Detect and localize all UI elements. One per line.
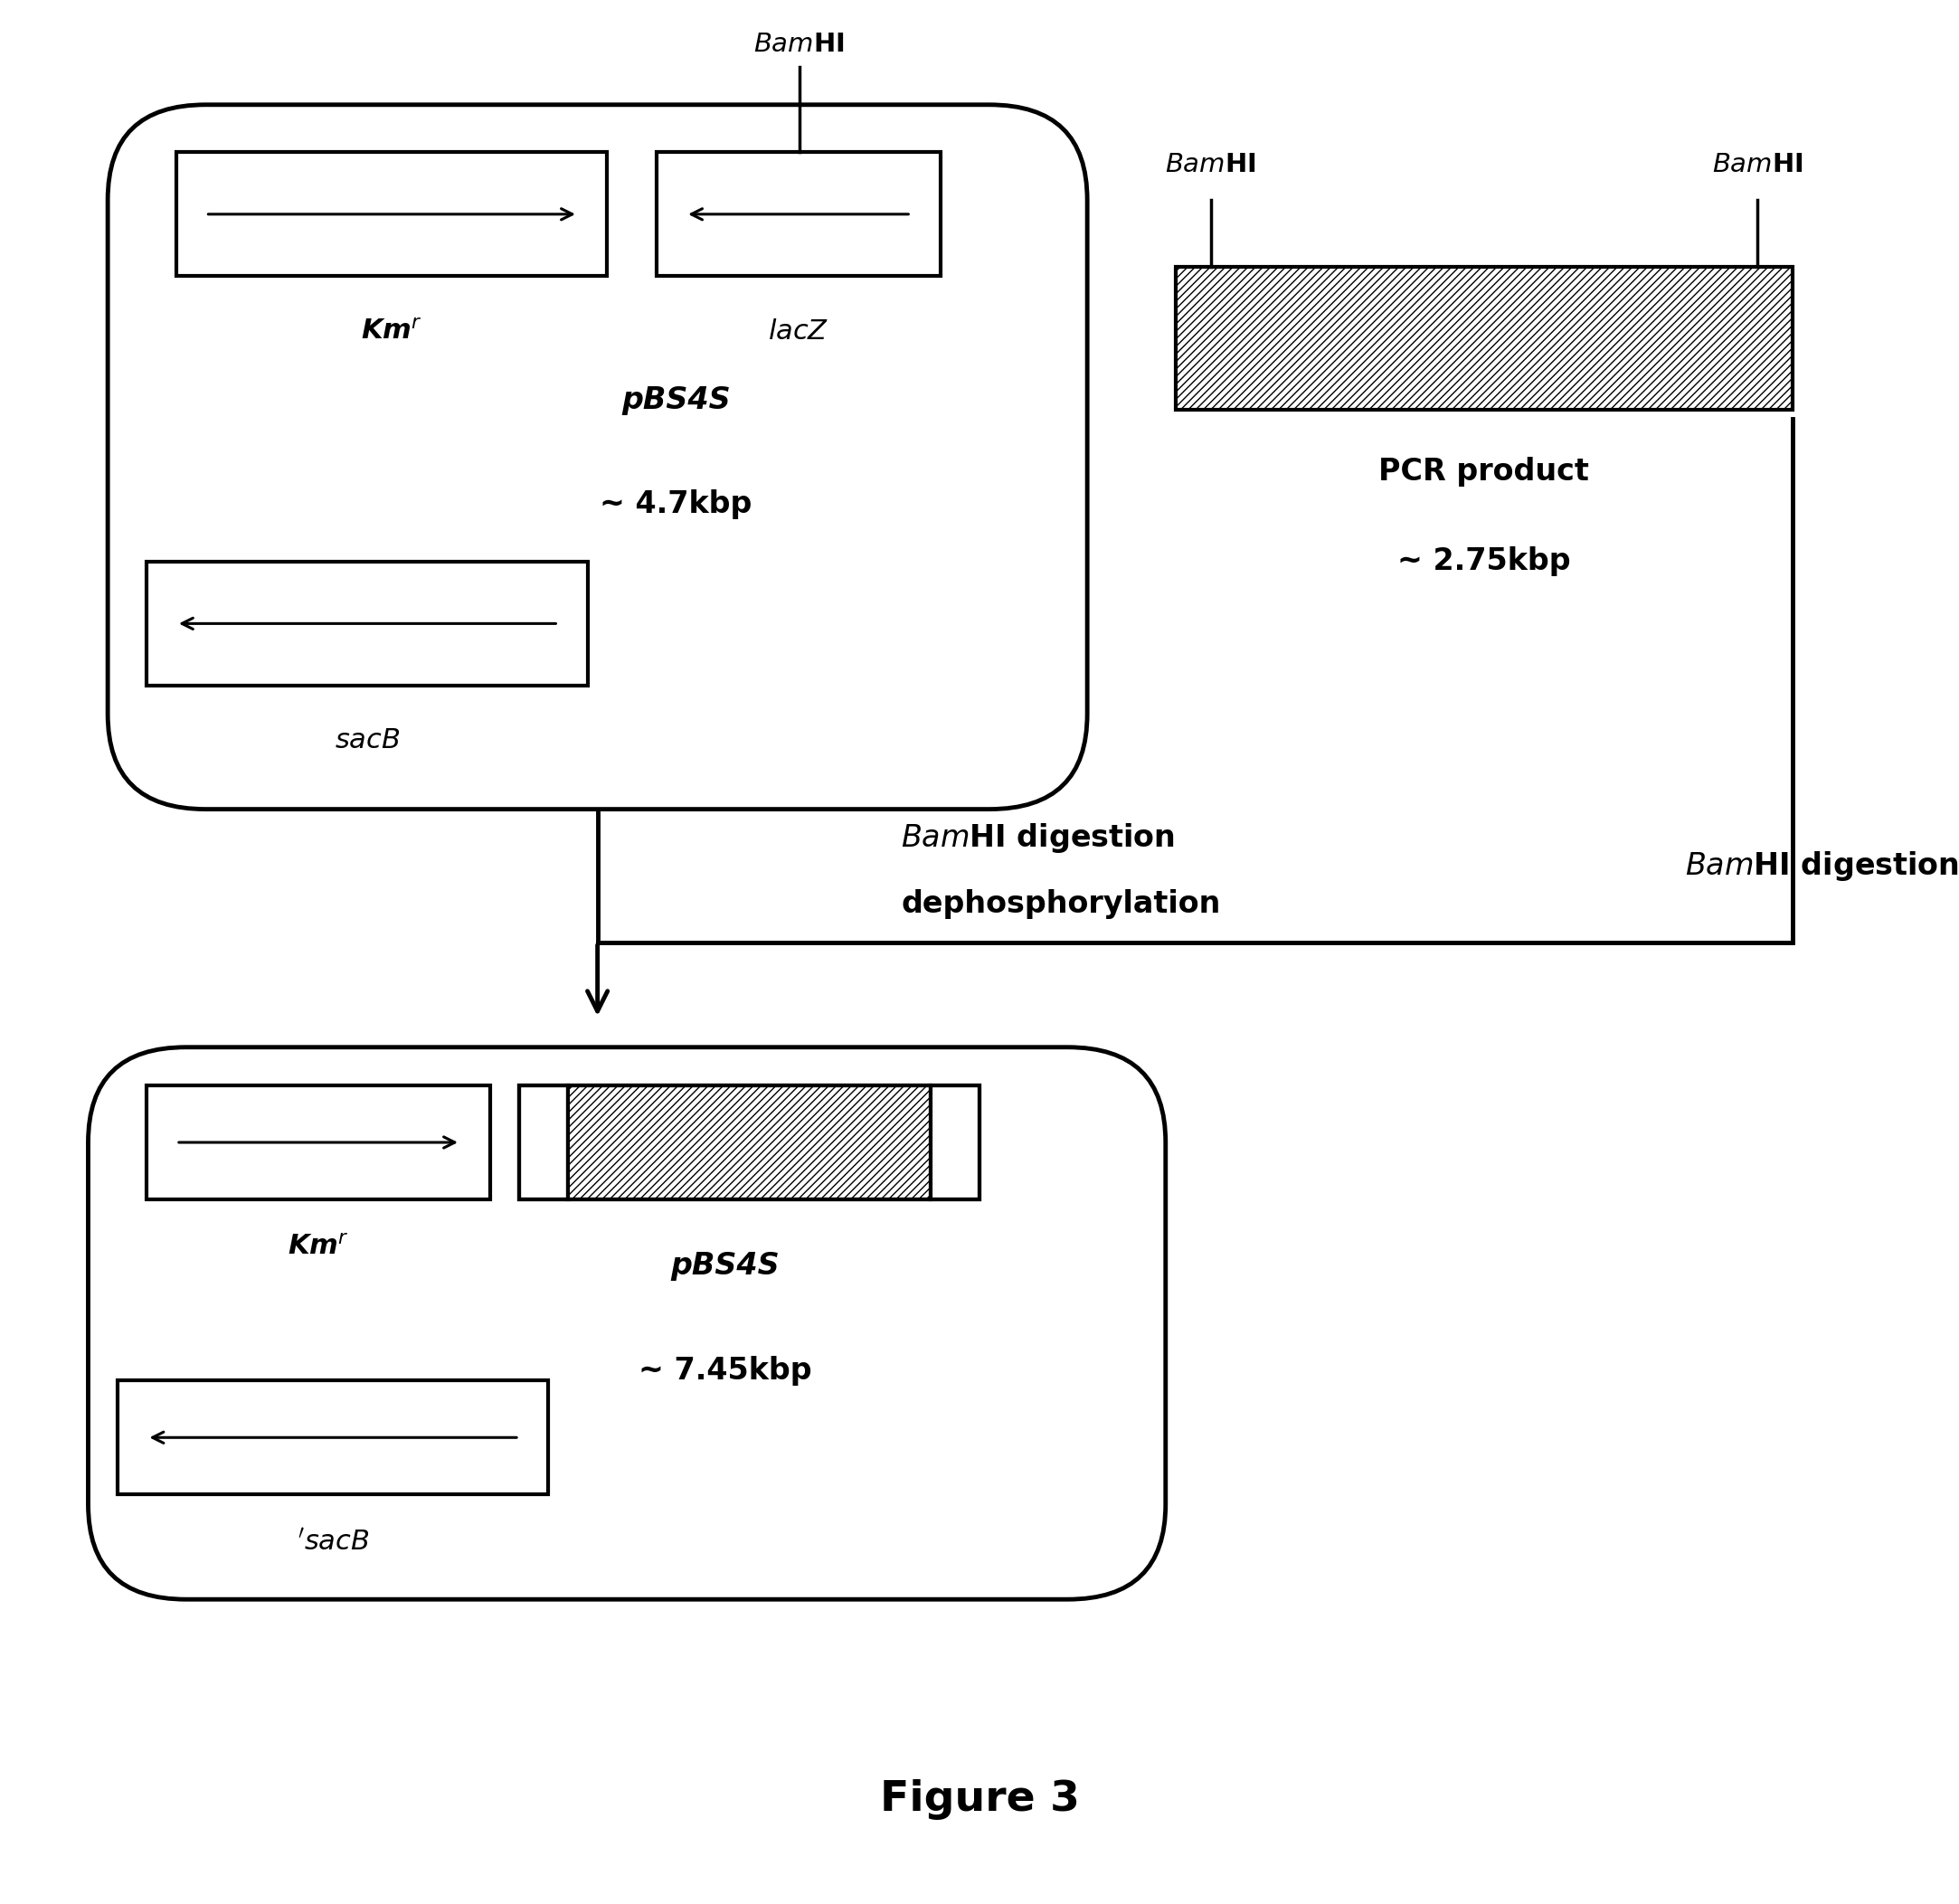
Text: $\it{Bam}$HI: $\it{Bam}$HI: [1166, 152, 1256, 177]
Text: $\it{'sacB}$: $\it{'sacB}$: [298, 1529, 368, 1556]
Text: ~ 4.7kbp: ~ 4.7kbp: [599, 489, 752, 520]
Text: pBS4S: pBS4S: [670, 1251, 780, 1281]
Bar: [519, 1085, 980, 1200]
FancyBboxPatch shape: [88, 1047, 1166, 1599]
Text: $\it{Bam}$HI digestion: $\it{Bam}$HI digestion: [901, 821, 1175, 855]
Text: $\it{lacZ}$: $\it{lacZ}$: [768, 318, 829, 345]
Bar: [147, 1085, 490, 1200]
Text: $\it{Bam}$HI: $\it{Bam}$HI: [1712, 152, 1802, 177]
Text: Km$^r$: Km$^r$: [360, 318, 423, 345]
Text: ~ 2.75kbp: ~ 2.75kbp: [1397, 546, 1571, 577]
Text: ~ 7.45kbp: ~ 7.45kbp: [639, 1356, 811, 1386]
Bar: [519, 1085, 568, 1200]
Bar: [1175, 267, 1792, 409]
Bar: [176, 152, 607, 276]
Text: Km$^r$: Km$^r$: [288, 1234, 349, 1260]
Text: Figure 3: Figure 3: [880, 1778, 1079, 1820]
Bar: [931, 1085, 980, 1200]
Text: $\it{Bam}$HI digestion: $\it{Bam}$HI digestion: [1685, 849, 1959, 883]
Bar: [118, 1380, 549, 1495]
Bar: [568, 1085, 931, 1200]
Text: dephosphorylation: dephosphorylation: [901, 889, 1220, 920]
Bar: [656, 152, 940, 276]
Text: PCR product: PCR product: [1379, 457, 1589, 487]
Text: $\it{Bam}$HI: $\it{Bam}$HI: [754, 32, 844, 57]
Text: pBS4S: pBS4S: [621, 385, 731, 415]
FancyBboxPatch shape: [108, 105, 1087, 809]
Bar: [147, 562, 588, 685]
Text: $\it{sacB}$: $\it{sacB}$: [335, 727, 400, 754]
